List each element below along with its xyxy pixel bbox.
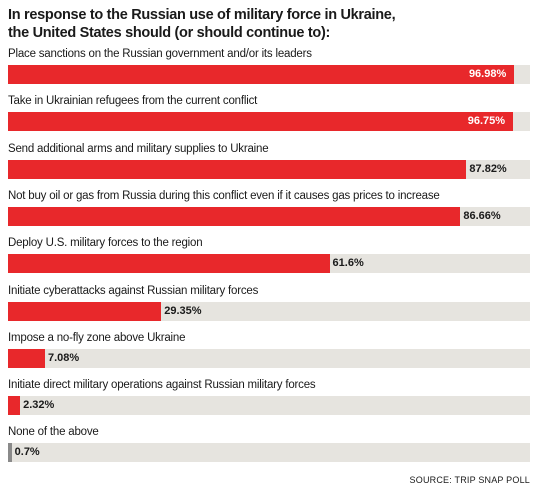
bar [8,443,12,463]
category-label: Impose a no-fly zone above Ukraine [8,331,186,344]
value-label: 87.82% [469,162,507,175]
bar [8,112,514,132]
bar [8,65,515,84]
category-label: Not buy oil or gas from Russia during th… [8,189,440,202]
bar [8,206,461,226]
category-label: Take in Ukrainian refugees from the curr… [8,95,258,108]
value-label: 7.08% [47,351,80,364]
value-label: 29.35% [164,304,202,317]
bar [8,396,21,416]
value-label: 61.6% [332,257,364,270]
bar-track: 86.66% [8,206,530,226]
bar-track: 29.35% [8,301,530,321]
value-label: 96.98% [468,68,507,80]
bar-track: 87.82% [8,159,530,179]
category-label: Initiate direct military operations agai… [8,379,316,392]
category-label: Place sanctions on the Russian governmen… [8,48,312,60]
bar [8,348,45,368]
bar [8,159,467,179]
category-label: None of the above [8,426,99,439]
bar [8,301,162,321]
category-label: Deploy U.S. military forces to the regio… [8,237,203,250]
value-label: 2.32% [23,399,55,412]
bar-track: 7.08% [8,348,530,368]
bar-track: 2.32% [8,396,530,416]
chart-title-line1: In response to the Russian use of milita… [8,7,396,23]
chart-title: In response to the Russian use of milita… [8,6,532,42]
value-label: 96.75% [467,115,506,128]
value-label: 0.7% [14,446,40,459]
source-note: SOURCE: TRIP SNAP POLL [409,475,530,485]
chart-title-line2: the United States should (or should cont… [8,25,331,41]
value-label: 86.66% [463,209,501,222]
category-label: Initiate cyberattacks against Russian mi… [8,284,259,297]
bar-track: 96.98% [8,65,530,84]
category-label: Send additional arms and military suppli… [8,142,269,155]
bar-track: 0.7% [8,443,530,463]
bar-track: 96.75% [8,112,530,132]
bar [8,254,330,274]
bar-track: 61.6% [8,254,530,274]
